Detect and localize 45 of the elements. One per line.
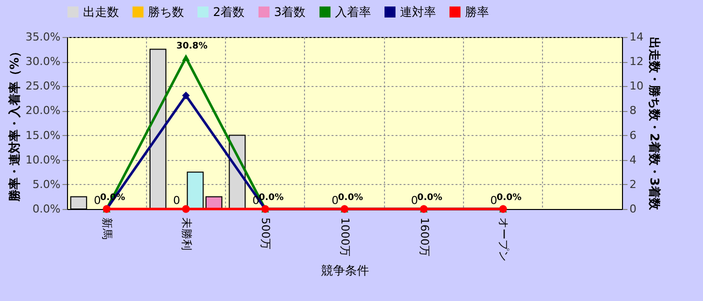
data-label: 0 xyxy=(94,194,101,207)
y2-tick-label: 6 xyxy=(630,128,636,142)
x-tick-label: 1600万 xyxy=(418,218,431,256)
legend-label: 3着数 xyxy=(274,5,306,19)
data-label: 0 xyxy=(173,194,180,207)
x-tick-label: 1000万 xyxy=(338,218,352,256)
point xyxy=(182,205,190,213)
legend-label: 出走数 xyxy=(83,5,119,19)
data-label: 0 xyxy=(410,194,418,207)
y2-tick-label: 0 xyxy=(630,202,636,216)
y-tick-label: 0.0% xyxy=(32,202,60,216)
data-label: 0 xyxy=(252,194,260,207)
data-label: 0.0% xyxy=(417,193,442,203)
legend-label: 2着数 xyxy=(213,5,245,19)
y2-tick-label: 8 xyxy=(630,104,636,118)
x-tick-label: 未勝利 xyxy=(180,218,193,250)
data-label: 0.0% xyxy=(496,193,522,203)
y-tick-label: 20.0% xyxy=(26,104,60,118)
y2-tick-label: 2 xyxy=(630,178,636,191)
y2-tick-label: 14 xyxy=(630,30,644,44)
y-axis-title: 勝率・連対率・入着率（%） xyxy=(8,45,22,203)
legend-label: 勝ち数 xyxy=(148,5,184,19)
x-tick-label: 新馬 xyxy=(100,218,114,240)
y2-tick-label: 12 xyxy=(630,55,644,68)
y-tick-label: 15.0% xyxy=(26,128,60,142)
data-label: 0 xyxy=(490,194,498,207)
data-label: 30.8% xyxy=(176,42,208,52)
y-tick-label: 35.0% xyxy=(26,30,60,44)
x-tick-label: オープン xyxy=(497,218,510,262)
point xyxy=(182,54,190,61)
y2-axis-title: 出走数・勝ち数・2着数・3着数 xyxy=(647,37,662,211)
legend-label: 入着率 xyxy=(335,5,371,19)
data-label: 0 xyxy=(332,194,339,207)
point xyxy=(182,92,190,100)
y-tick-label: 5.0% xyxy=(32,178,60,191)
y2-tick-label: 4 xyxy=(630,153,636,166)
y-tick-label: 10.0% xyxy=(26,153,60,166)
y-tick-label: 25.0% xyxy=(26,80,60,93)
x-axis-title: 競争条件 xyxy=(321,264,369,278)
x-tick-label: 500万 xyxy=(259,218,272,250)
legend-label: 連対率 xyxy=(400,5,436,19)
y2-tick-label: 10 xyxy=(630,80,644,93)
data-label: 0.0% xyxy=(338,193,363,203)
legend-label: 勝率 xyxy=(465,5,489,19)
y-tick-label: 30.0% xyxy=(26,55,60,68)
